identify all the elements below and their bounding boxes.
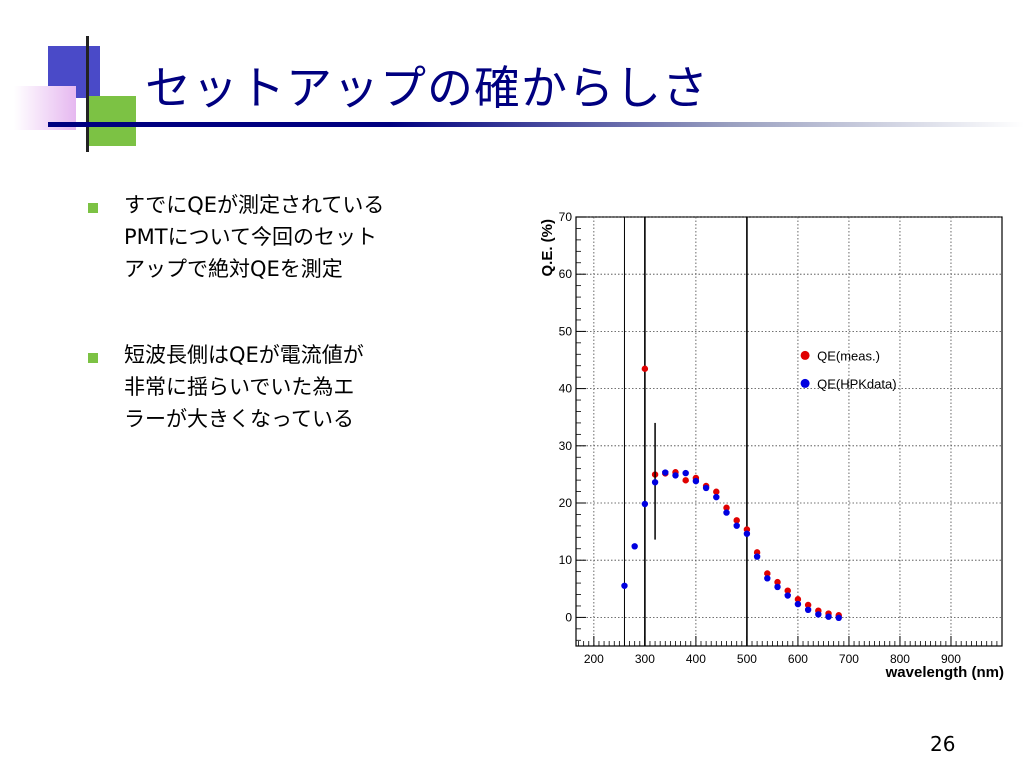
y-tick-label: 60 — [559, 267, 573, 281]
meas-data-point — [723, 504, 730, 511]
bullet-1-line-3: アップで絶対QEを測定 — [124, 257, 343, 281]
hpk-data-point — [794, 600, 802, 608]
bullet-marker-2 — [88, 353, 98, 363]
hpk-data-point — [631, 543, 638, 550]
meas-data-point — [641, 365, 649, 372]
deco-vertical-line — [86, 36, 89, 152]
hpk-data-point — [804, 606, 812, 614]
hpk-data-point — [713, 493, 720, 501]
bullet-2-line-2: 非常に揺らいでいた為エ — [124, 375, 355, 399]
meas-data-point — [804, 601, 812, 609]
hpk-data-point — [835, 614, 842, 622]
hpk-data-point — [825, 613, 832, 620]
x-tick-label: 500 — [737, 652, 757, 666]
hpk-data-point — [682, 469, 689, 477]
hpk-data-point — [743, 530, 751, 537]
hpk-data-point — [672, 472, 679, 479]
bullet-1-line-1: すでにQEが測定されている — [124, 193, 385, 217]
x-tick-label: 700 — [839, 652, 859, 666]
hpk-data-point — [784, 592, 791, 599]
meas-data-point — [682, 477, 689, 484]
legend-label: QE(HPKdata) — [817, 376, 896, 391]
hpk-data-point — [621, 582, 628, 589]
legend-marker — [800, 378, 810, 388]
legend-label: QE(meas.) — [817, 348, 880, 363]
bullet-1-line-2: PMTについて今回のセット — [124, 225, 377, 249]
deco-green-square — [88, 96, 136, 146]
bullet-2-line-3: ラーが大きくなっている — [124, 407, 354, 431]
bullet-2-line-1: 短波長側はQEが電流値が — [124, 343, 364, 367]
x-tick-label: 600 — [788, 652, 808, 666]
x-tick-label: 400 — [686, 652, 706, 666]
hpk-data-point — [774, 583, 781, 591]
y-tick-label: 20 — [559, 496, 573, 510]
y-axis-label: Q.E. (%) — [539, 219, 556, 277]
hpk-data-point — [753, 553, 761, 560]
bullet-text-1: すでにQEが測定されている PMTについて今回のセット アップで絶対QEを測定 — [124, 189, 484, 285]
x-axis-label: wavelength (nm) — [885, 664, 1004, 680]
y-tick-label: 0 — [565, 610, 572, 624]
meas-data-point — [774, 578, 781, 586]
legend-marker — [800, 350, 810, 360]
hpk-data-point — [733, 522, 740, 529]
bullet-marker-1 — [88, 203, 98, 213]
title-underline — [48, 122, 1024, 127]
hpk-data-point — [692, 477, 700, 485]
y-tick-label: 50 — [559, 324, 573, 338]
meas-data-point — [764, 570, 771, 577]
plot-frame — [575, 216, 1003, 647]
meas-data-point — [713, 488, 720, 495]
y-tick-label: 70 — [559, 210, 573, 224]
bullet-text-2: 短波長側はQEが電流値が 非常に揺らいでいた為エ ラーが大きくなっている — [124, 339, 484, 435]
meas-data-point — [784, 587, 791, 594]
y-tick-label: 10 — [559, 553, 573, 567]
hpk-data-point — [651, 479, 659, 486]
page-title: セットアップの確からしさ — [145, 61, 709, 115]
hpk-data-point — [641, 500, 649, 508]
x-tick-label: 300 — [635, 652, 655, 666]
x-tick-label: 900 — [941, 652, 961, 666]
page-number: 26 — [930, 732, 956, 756]
meas-data-point — [733, 517, 740, 524]
hpk-data-point — [815, 611, 822, 618]
hpk-data-point — [702, 484, 710, 492]
hpk-data-point — [662, 469, 669, 476]
qe-chart: 200 300 400 500 600 700 800 900 0 10 20 30 40 50 60 70 w… — [539, 210, 1004, 680]
x-tick-label: 800 — [890, 652, 910, 666]
hpk-data-point — [764, 575, 771, 582]
y-tick-label: 30 — [559, 439, 573, 453]
y-tick-label: 40 — [559, 382, 573, 396]
meas-data-point — [794, 596, 802, 603]
x-tick-label: 200 — [584, 652, 604, 666]
hpk-data-point — [723, 509, 730, 516]
